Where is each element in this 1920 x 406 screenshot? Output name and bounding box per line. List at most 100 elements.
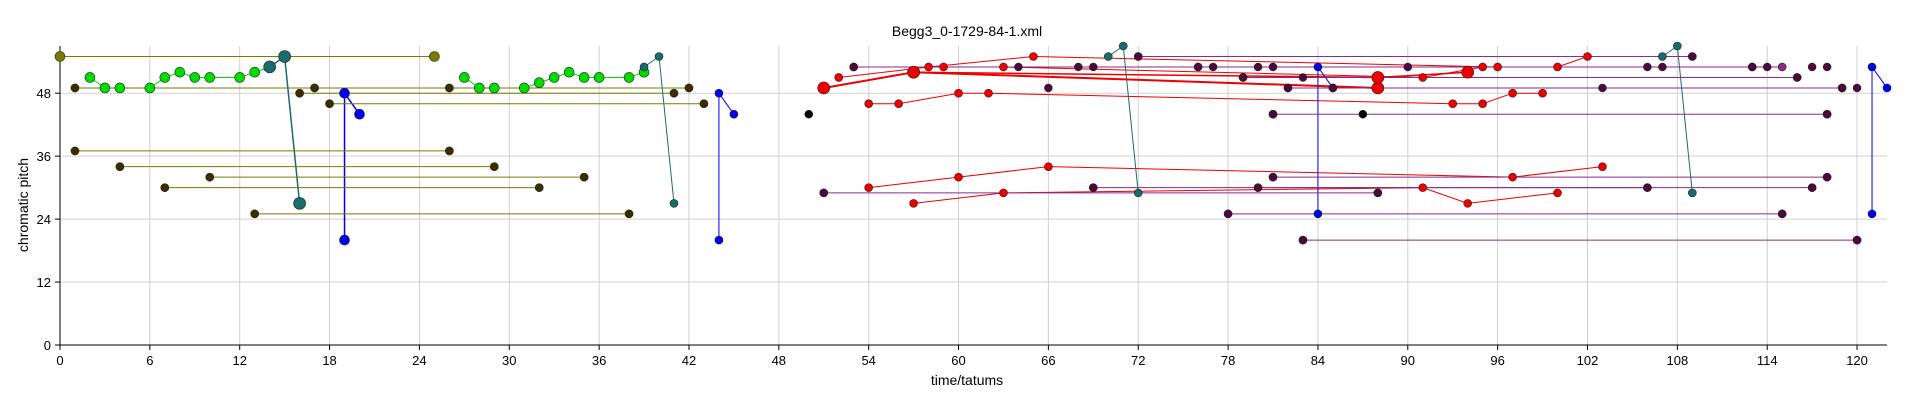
data-point: [1089, 183, 1098, 192]
data-point: [578, 72, 590, 83]
x-tick-label: 96: [1490, 353, 1504, 368]
data-point: [924, 62, 933, 72]
series-line-18: [838, 55, 1498, 78]
data-point: [249, 66, 260, 78]
data-point: [1448, 99, 1458, 109]
data-point: [1463, 199, 1472, 208]
data-point: [1553, 188, 1562, 198]
data-point: [834, 73, 844, 82]
data-point: [1328, 83, 1338, 93]
data-point: [234, 72, 246, 83]
data-point: [1822, 172, 1832, 182]
x-tick-label: 102: [1577, 353, 1599, 368]
x-tick-label: 120: [1846, 353, 1868, 368]
data-point: [429, 51, 440, 62]
data-point: [864, 99, 873, 109]
data-point: [819, 188, 828, 198]
data-point: [99, 82, 111, 94]
data-point: [1029, 52, 1038, 61]
data-point: [714, 88, 724, 98]
data-point: [1822, 62, 1832, 72]
data-point: [1074, 62, 1083, 72]
data-point: [999, 62, 1008, 72]
data-point: [1193, 62, 1203, 72]
data-point: [1268, 62, 1278, 72]
data-point: [1371, 71, 1385, 84]
data-point: [907, 65, 920, 79]
x-tick-label: 60: [951, 353, 965, 368]
data-point: [1403, 62, 1413, 72]
data-point: [339, 87, 350, 99]
x-tick-label: 108: [1666, 353, 1688, 368]
data-point: [1478, 99, 1487, 109]
data-point: [984, 88, 993, 98]
data-point: [1598, 162, 1607, 171]
data-point: [999, 188, 1008, 198]
data-point: [533, 77, 545, 89]
data-point: [1762, 62, 1772, 72]
data-point: [1253, 183, 1263, 192]
data-point: [1418, 183, 1428, 192]
data-point: [954, 172, 963, 182]
x-tick-label: 84: [1311, 353, 1325, 368]
x-tick-label: 24: [412, 353, 426, 368]
data-point: [939, 62, 948, 72]
series-line-20: [868, 92, 1543, 105]
data-point: [654, 52, 664, 61]
data-point: [669, 199, 679, 208]
x-tick-label: 78: [1221, 353, 1235, 368]
x-tick-label: 18: [322, 353, 336, 368]
data-point: [1538, 88, 1547, 98]
data-point: [159, 72, 171, 83]
data-point: [445, 146, 454, 156]
data-point: [1837, 83, 1847, 93]
data-point: [954, 88, 963, 98]
series-line-23: [1107, 45, 1139, 193]
data-point: [1583, 52, 1592, 61]
data-point: [849, 62, 858, 72]
data-point: [174, 66, 186, 78]
data-point: [534, 183, 544, 192]
data-point: [1103, 52, 1113, 61]
data-point: [909, 199, 918, 208]
data-point: [1822, 109, 1832, 119]
data-point: [1867, 209, 1877, 219]
data-point: [1118, 41, 1128, 51]
data-point: [1478, 62, 1487, 72]
series-line-22: [913, 187, 1558, 204]
data-point: [263, 60, 276, 74]
x-axis-label: time/tatums: [931, 372, 1003, 388]
data-point: [1133, 52, 1143, 61]
data-point: [1373, 188, 1383, 198]
data-point: [518, 82, 530, 94]
data-point: [593, 72, 605, 83]
data-point: [1253, 62, 1263, 72]
x-tick-label: 0: [56, 353, 63, 368]
data-point: [488, 82, 500, 94]
data-point: [1418, 73, 1428, 82]
data-point: [1673, 41, 1682, 51]
y-tick-label: 36: [37, 149, 51, 164]
data-point: [278, 50, 291, 63]
data-point: [714, 235, 724, 245]
data-point: [1852, 235, 1862, 245]
data-point: [1238, 73, 1248, 82]
data-point: [1461, 65, 1474, 79]
data-point: [295, 88, 304, 98]
data-point: [1089, 62, 1098, 72]
data-point: [548, 72, 560, 83]
data-point: [684, 83, 694, 93]
y-axis-label: chromatic pitch: [15, 158, 31, 252]
data-point: [623, 72, 635, 83]
data-point: [1598, 83, 1607, 93]
x-tick-label: 66: [1041, 353, 1055, 368]
data-point: [1508, 172, 1517, 182]
data-point: [205, 172, 215, 182]
data-point: [1807, 183, 1817, 192]
data-point: [894, 99, 903, 109]
data-point: [1658, 62, 1667, 72]
data-point: [1268, 109, 1278, 119]
data-point: [1882, 83, 1892, 93]
data-point: [1358, 109, 1368, 119]
